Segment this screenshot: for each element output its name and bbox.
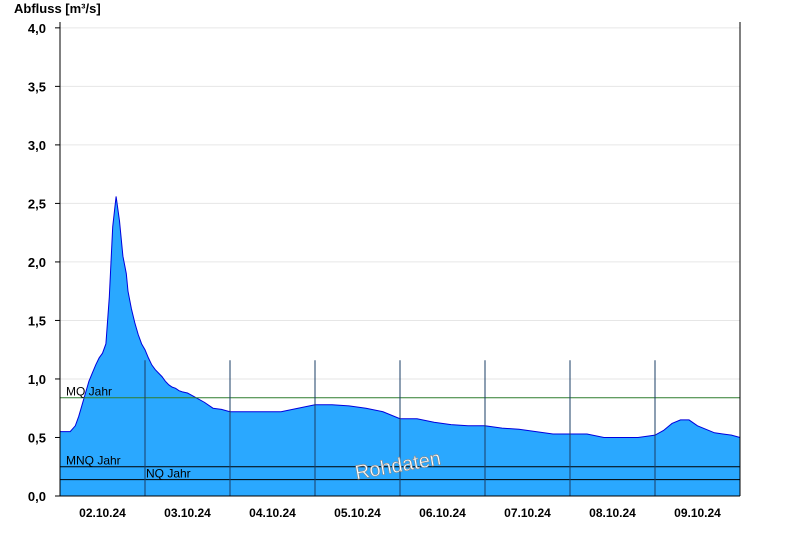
x-tick-label: 05.10.24 <box>334 506 381 520</box>
y-tick-label: 1,5 <box>28 313 46 328</box>
reference-label: MQ Jahr <box>66 385 112 399</box>
grid-lines <box>60 27 740 438</box>
x-tick-label: 03.10.24 <box>164 506 211 520</box>
x-tick-label: 09.10.24 <box>674 506 721 520</box>
reference-label: MNQ Jahr <box>66 454 121 468</box>
x-tick-label: 02.10.24 <box>79 506 126 520</box>
y-tick-label: 4,0 <box>28 21 46 36</box>
x-tick-labels: 02.10.24 03.10.24 04.10.24 05.10.24 06.10.24… <box>79 506 721 520</box>
y-tick-labels: 0,0 0,5 1,0 1,5 2,0 2,5 3,0 3,5 4,0 <box>28 21 46 504</box>
y-tick-label: 3,5 <box>28 79 46 94</box>
reference-label: NQ Jahr <box>146 467 191 481</box>
y-tick-label: 0,0 <box>28 489 46 504</box>
x-tick-label: 07.10.24 <box>504 506 551 520</box>
y-tick-label: 2,0 <box>28 255 46 270</box>
y-axis-label: Abfluss [m³/s] <box>14 1 101 16</box>
x-tick-label: 04.10.24 <box>249 506 296 520</box>
x-tick-label: 06.10.24 <box>419 506 466 520</box>
y-tick-label: 1,0 <box>28 372 46 387</box>
day-boundary-lines <box>144 360 656 496</box>
x-tick-label: 08.10.24 <box>589 506 636 520</box>
axes <box>55 22 741 497</box>
y-tick-label: 3,0 <box>28 138 46 153</box>
y-tick-label: 0,5 <box>28 430 46 445</box>
y-tick-label: 2,5 <box>28 196 46 211</box>
discharge-outline <box>60 196 741 438</box>
